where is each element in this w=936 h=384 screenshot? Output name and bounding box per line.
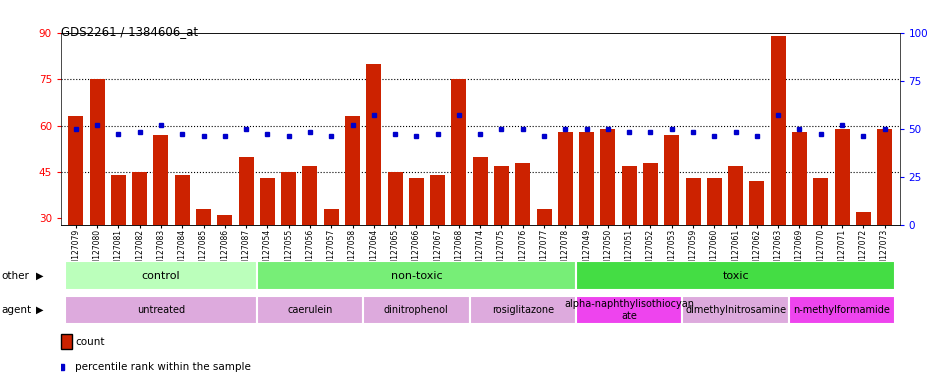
- Bar: [855, 212, 870, 311]
- Bar: [66, 296, 256, 324]
- Text: other: other: [2, 270, 30, 281]
- Bar: [727, 166, 742, 311]
- Bar: [706, 178, 721, 311]
- Bar: [110, 175, 125, 311]
- Bar: [536, 209, 551, 311]
- Bar: [576, 296, 681, 324]
- Bar: [363, 296, 469, 324]
- Text: percentile rank within the sample: percentile rank within the sample: [75, 362, 251, 372]
- Bar: [132, 172, 147, 311]
- Bar: [788, 296, 894, 324]
- Text: rosiglitazone: rosiglitazone: [491, 305, 553, 315]
- Text: toxic: toxic: [722, 270, 748, 281]
- Bar: [154, 135, 168, 311]
- Bar: [256, 261, 576, 290]
- Text: alpha-naphthylisothiocyan
ate: alpha-naphthylisothiocyan ate: [563, 299, 694, 321]
- Bar: [557, 132, 572, 311]
- Bar: [344, 116, 359, 311]
- Text: ▶: ▶: [36, 270, 43, 281]
- Text: agent: agent: [2, 305, 32, 315]
- Bar: [664, 135, 679, 311]
- Bar: [681, 296, 788, 324]
- Bar: [451, 79, 466, 311]
- Text: non-toxic: non-toxic: [390, 270, 442, 281]
- Bar: [239, 157, 254, 311]
- Bar: [256, 296, 363, 324]
- Bar: [578, 132, 593, 311]
- Text: control: control: [141, 270, 180, 281]
- Bar: [281, 172, 296, 311]
- Text: dimethylnitrosamine: dimethylnitrosamine: [684, 305, 785, 315]
- Bar: [600, 129, 615, 311]
- Bar: [68, 116, 83, 311]
- Bar: [175, 175, 189, 311]
- Bar: [473, 157, 487, 311]
- Text: ▶: ▶: [36, 305, 43, 315]
- Bar: [196, 209, 211, 311]
- Text: dinitrophenol: dinitrophenol: [384, 305, 448, 315]
- Text: caerulein: caerulein: [287, 305, 332, 315]
- Bar: [90, 79, 105, 311]
- Bar: [685, 178, 700, 311]
- Bar: [408, 178, 423, 311]
- Bar: [622, 166, 636, 311]
- Bar: [324, 209, 338, 311]
- Bar: [388, 172, 402, 311]
- Bar: [217, 215, 232, 311]
- Bar: [366, 64, 381, 311]
- Bar: [469, 296, 576, 324]
- Bar: [576, 261, 894, 290]
- Bar: [302, 166, 317, 311]
- Text: untreated: untreated: [137, 305, 184, 315]
- Text: count: count: [75, 337, 104, 347]
- Bar: [749, 181, 764, 311]
- Bar: [493, 166, 508, 311]
- Bar: [812, 178, 827, 311]
- Bar: [770, 36, 784, 311]
- Bar: [876, 129, 891, 311]
- Text: n-methylformamide: n-methylformamide: [793, 305, 889, 315]
- Bar: [259, 178, 274, 311]
- Text: GDS2261 / 1384606_at: GDS2261 / 1384606_at: [61, 25, 197, 38]
- Bar: [515, 163, 530, 311]
- Bar: [791, 132, 806, 311]
- Bar: [430, 175, 445, 311]
- Bar: [834, 129, 849, 311]
- Bar: [642, 163, 657, 311]
- Bar: [66, 261, 256, 290]
